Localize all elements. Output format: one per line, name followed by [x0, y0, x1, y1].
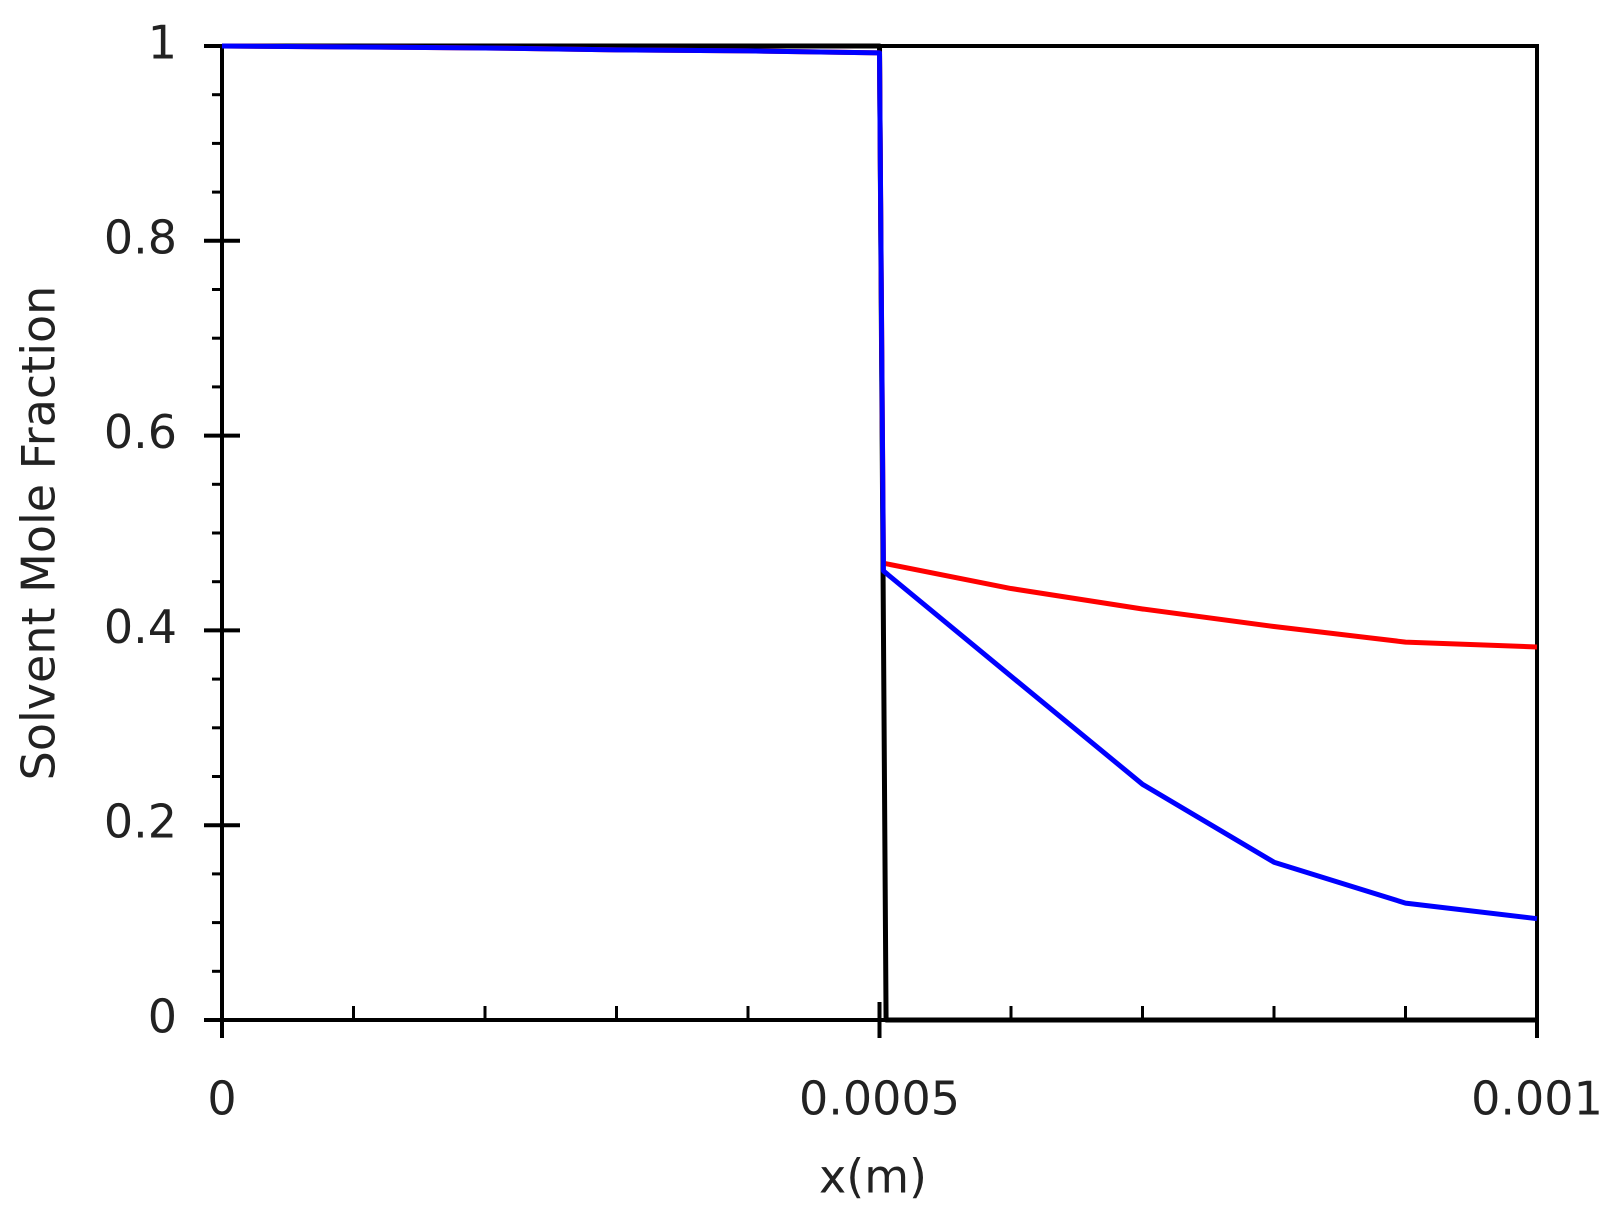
- x-tick-label: 0.001: [1471, 1072, 1603, 1126]
- series-line: [221, 43, 1538, 922]
- x-tick-label: 0: [207, 1072, 236, 1126]
- x-axis-label: x(m): [819, 1150, 927, 1204]
- y-tick-label: 0.2: [104, 795, 177, 849]
- y-tick-label: 0.4: [104, 600, 177, 654]
- x-tick-label: 0.0005: [799, 1072, 960, 1126]
- y-tick-label: 0.8: [104, 210, 177, 264]
- y-axis-label: Solvent Mole Fraction: [12, 286, 66, 781]
- y-tick-label: 1: [148, 16, 177, 70]
- y-tick-label: 0: [148, 990, 177, 1044]
- y-tick-label: 0.6: [104, 405, 177, 459]
